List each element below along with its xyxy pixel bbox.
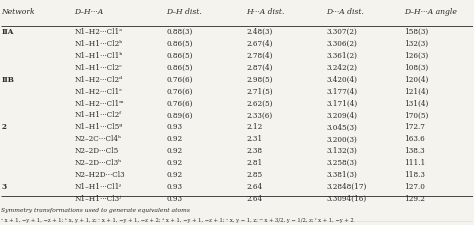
Text: Network: Network	[1, 8, 35, 16]
Text: N2–2D···Cl5: N2–2D···Cl5	[74, 147, 118, 155]
Text: 2.87(4): 2.87(4)	[246, 64, 273, 72]
Text: 3.177(4): 3.177(4)	[327, 88, 358, 96]
Text: 111.1: 111.1	[404, 159, 426, 167]
Text: 172.7: 172.7	[404, 123, 425, 131]
Text: Symmetry transformations used to generate equivalent atoms: Symmetry transformations used to generat…	[1, 208, 191, 213]
Text: 2.31: 2.31	[246, 135, 263, 143]
Text: N1–H1···Cl1ᶡ: N1–H1···Cl1ᶡ	[74, 183, 121, 191]
Text: 2.12: 2.12	[246, 123, 263, 131]
Text: 3.258(3): 3.258(3)	[327, 159, 357, 167]
Text: N1–H2···Cl1ᵃ: N1–H2···Cl1ᵃ	[74, 28, 123, 36]
Text: IIA: IIA	[1, 28, 14, 36]
Text: 3.306(2): 3.306(2)	[327, 40, 357, 48]
Text: 0.86(5): 0.86(5)	[166, 40, 193, 48]
Text: N2–2D···Cl3ʰ: N2–2D···Cl3ʰ	[74, 159, 122, 167]
Text: 121(4): 121(4)	[404, 88, 429, 96]
Text: 0.92: 0.92	[166, 171, 182, 179]
Text: ᵃ x + 1, −y + 1, −z + 1; ᵇ x, y + 1, z; ᶜ x + 1, −y + 1, −z + 2; ᵈ x + 1, −y + 1: ᵃ x + 1, −y + 1, −z + 1; ᵇ x, y + 1, z; …	[1, 218, 354, 223]
Text: N1–H1···Cl3ʲ: N1–H1···Cl3ʲ	[74, 195, 121, 203]
Text: 3.361(2): 3.361(2)	[327, 52, 357, 60]
Text: N1–H1···Cl5ᵍ: N1–H1···Cl5ᵍ	[74, 123, 123, 131]
Text: 118.3: 118.3	[404, 171, 425, 179]
Text: 0.92: 0.92	[166, 159, 182, 167]
Text: 120(4): 120(4)	[404, 76, 428, 84]
Text: 3.200(3): 3.200(3)	[327, 135, 357, 143]
Text: 0.76(6): 0.76(6)	[166, 88, 193, 96]
Text: N1–H1···Cl2ᵇ: N1–H1···Cl2ᵇ	[74, 40, 123, 48]
Text: 0.92: 0.92	[166, 147, 182, 155]
Text: N1–H1···Cl2ᶜ: N1–H1···Cl2ᶜ	[74, 64, 122, 72]
Text: N1–H2···Cl1ᵐ: N1–H2···Cl1ᵐ	[74, 99, 124, 108]
Text: H···A dist.: H···A dist.	[246, 8, 285, 16]
Text: N1–H2···Cl1ᵉ: N1–H2···Cl1ᵉ	[74, 88, 122, 96]
Text: 129.2: 129.2	[404, 195, 425, 203]
Text: 0.86(5): 0.86(5)	[166, 64, 193, 72]
Text: 138.3: 138.3	[404, 147, 425, 155]
Text: 0.76(6): 0.76(6)	[166, 99, 193, 108]
Text: 2.48(3): 2.48(3)	[246, 28, 273, 36]
Text: N2–2C···Cl4ʰ: N2–2C···Cl4ʰ	[74, 135, 121, 143]
Text: D–H···A: D–H···A	[74, 8, 104, 16]
Text: 131(4): 131(4)	[404, 99, 428, 108]
Text: N1–H1···Cl2ᶠ: N1–H1···Cl2ᶠ	[74, 111, 121, 119]
Text: 2.62(5): 2.62(5)	[246, 99, 273, 108]
Text: 127.0: 127.0	[404, 183, 425, 191]
Text: 3.045(3): 3.045(3)	[327, 123, 357, 131]
Text: 158(3): 158(3)	[404, 28, 428, 36]
Text: N2–H2D···Cl3: N2–H2D···Cl3	[74, 171, 125, 179]
Text: D···A dist.: D···A dist.	[327, 8, 365, 16]
Text: 126(3): 126(3)	[404, 52, 428, 60]
Text: 0.89(6): 0.89(6)	[166, 111, 193, 119]
Text: 2.38: 2.38	[246, 147, 263, 155]
Text: 3.242(2): 3.242(2)	[327, 64, 357, 72]
Text: 3.209(4): 3.209(4)	[327, 111, 357, 119]
Text: 132(3): 132(3)	[404, 40, 428, 48]
Text: N1–H2···Cl2ᵈ: N1–H2···Cl2ᵈ	[74, 76, 123, 84]
Text: 3.2848(17): 3.2848(17)	[327, 183, 367, 191]
Text: D–H···A angle: D–H···A angle	[404, 8, 457, 16]
Text: 0.93: 0.93	[166, 195, 182, 203]
Text: 0.76(6): 0.76(6)	[166, 76, 193, 84]
Text: 0.86(5): 0.86(5)	[166, 52, 193, 60]
Text: 3.307(2): 3.307(2)	[327, 28, 357, 36]
Text: 3.420(4): 3.420(4)	[327, 76, 357, 84]
Text: 2.64: 2.64	[246, 183, 263, 191]
Text: 2: 2	[1, 123, 6, 131]
Text: 2.64: 2.64	[246, 195, 263, 203]
Text: 2.98(5): 2.98(5)	[246, 76, 273, 84]
Text: 3.132(3): 3.132(3)	[327, 147, 357, 155]
Text: 2.67(4): 2.67(4)	[246, 40, 273, 48]
Text: 163.6: 163.6	[404, 135, 425, 143]
Text: 3: 3	[1, 183, 7, 191]
Text: 2.78(4): 2.78(4)	[246, 52, 273, 60]
Text: 0.92: 0.92	[166, 135, 182, 143]
Text: 0.88(3): 0.88(3)	[166, 28, 193, 36]
Text: IIB: IIB	[1, 76, 14, 84]
Text: 0.93: 0.93	[166, 123, 182, 131]
Text: N1–H1···Cl1ᵇ: N1–H1···Cl1ᵇ	[74, 52, 123, 60]
Text: D–H dist.: D–H dist.	[166, 8, 202, 16]
Text: 170(5): 170(5)	[404, 111, 428, 119]
Text: 3.381(3): 3.381(3)	[327, 171, 357, 179]
Text: 3.3094(16): 3.3094(16)	[327, 195, 367, 203]
Text: 0.93: 0.93	[166, 183, 182, 191]
Text: 2.85: 2.85	[246, 171, 263, 179]
Text: 3.171(4): 3.171(4)	[327, 99, 358, 108]
Text: 2.33(6): 2.33(6)	[246, 111, 273, 119]
Text: 108(3): 108(3)	[404, 64, 428, 72]
Text: 2.81: 2.81	[246, 159, 263, 167]
Text: 2.71(5): 2.71(5)	[246, 88, 273, 96]
